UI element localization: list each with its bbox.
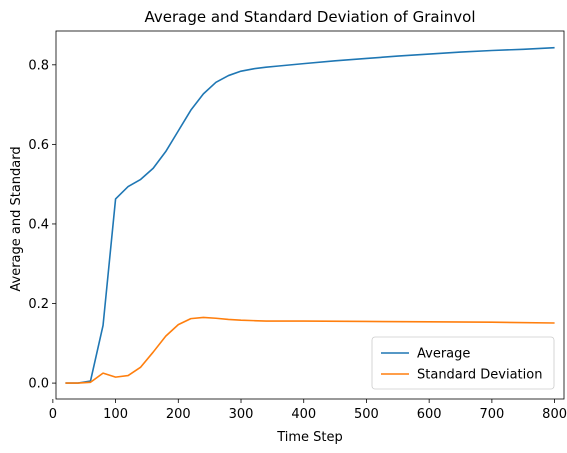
plot-area: 0 100 200 300 400 500 600 700 800 0.0 0.2 0.4 0.6 0.8… (28, 30, 567, 422)
x-tick-label: 0 (49, 407, 57, 422)
x-tick-label: 200 (166, 407, 191, 422)
y-tick-label: 0.6 (28, 138, 49, 153)
x-axis-label: Time Step (276, 430, 343, 445)
y-tick-label: 0.4 (28, 217, 49, 232)
y-tick-label: 0.0 (28, 377, 49, 392)
y-axis-label: Average and Standard (9, 146, 24, 291)
x-tick-label: 100 (103, 407, 128, 422)
series-line-0 (65, 46, 555, 384)
series-line-1 (65, 316, 555, 384)
legend-label-1: Standard Deviation (417, 368, 542, 383)
x-tick-label: 700 (479, 407, 504, 422)
y-tick-label: 0.2 (28, 297, 49, 312)
x-tick-label: 600 (417, 407, 442, 422)
x-tick-label: 800 (542, 407, 567, 422)
x-tick-label: 400 (291, 407, 316, 422)
x-tick-label: 500 (354, 407, 379, 422)
x-tick-label: 300 (229, 407, 254, 422)
y-tick-label: 0.8 (28, 58, 49, 73)
chart-title: Average and Standard Deviation of Grainv… (145, 8, 476, 26)
plot-frame (55, 30, 565, 400)
legend-label-0: Average (417, 347, 470, 362)
legend-box (371, 336, 555, 390)
